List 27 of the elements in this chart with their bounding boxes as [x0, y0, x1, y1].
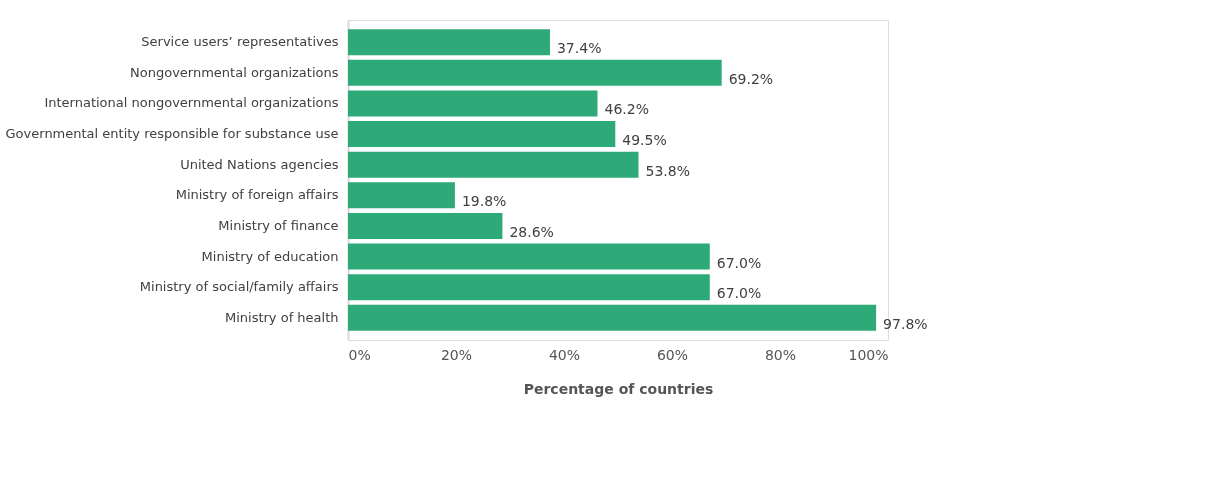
data-label: 53.8%: [645, 162, 690, 179]
y-tick-label: Ministry of education: [201, 248, 339, 264]
x-tick-label: 80%: [764, 346, 797, 363]
data-label: 67.0%: [716, 254, 762, 271]
x-tick-label: 20%: [440, 346, 473, 363]
y-tick-label: Governmental entity responsible for substance use: [5, 126, 339, 142]
x-tick-label: 0%: [348, 346, 371, 363]
y-tick-label: International nongovernmental organizations: [44, 95, 339, 111]
x-tick-label: 100%: [848, 346, 889, 363]
y-tick-label: Ministry of social/family affairs: [139, 279, 339, 295]
data-label: 19.8%: [461, 193, 507, 210]
x-axis-title: Percentage of countries: [523, 380, 714, 397]
data-label: 97.8%: [883, 315, 928, 332]
y-tick-label: Nongovernmental organizations: [130, 64, 339, 80]
x-tick-label: 40%: [548, 346, 581, 363]
x-tick-label: 60%: [656, 346, 689, 363]
y-tick-label: Service users’ representatives: [141, 34, 339, 50]
data-label: 49.5%: [622, 132, 667, 149]
y-tick-label: United Nations agencies: [180, 156, 339, 172]
data-label: 28.6%: [509, 223, 554, 240]
y-tick-label: Ministry of finance: [218, 217, 339, 233]
data-label: 67.0%: [716, 285, 762, 302]
data-label: 37.4%: [556, 40, 602, 57]
data-label: 69.2%: [728, 70, 774, 87]
y-tick-label: Ministry of foreign affairs: [175, 187, 339, 203]
data-label: 46.2%: [604, 101, 649, 118]
y-tick-label: Ministry of health: [224, 309, 339, 325]
